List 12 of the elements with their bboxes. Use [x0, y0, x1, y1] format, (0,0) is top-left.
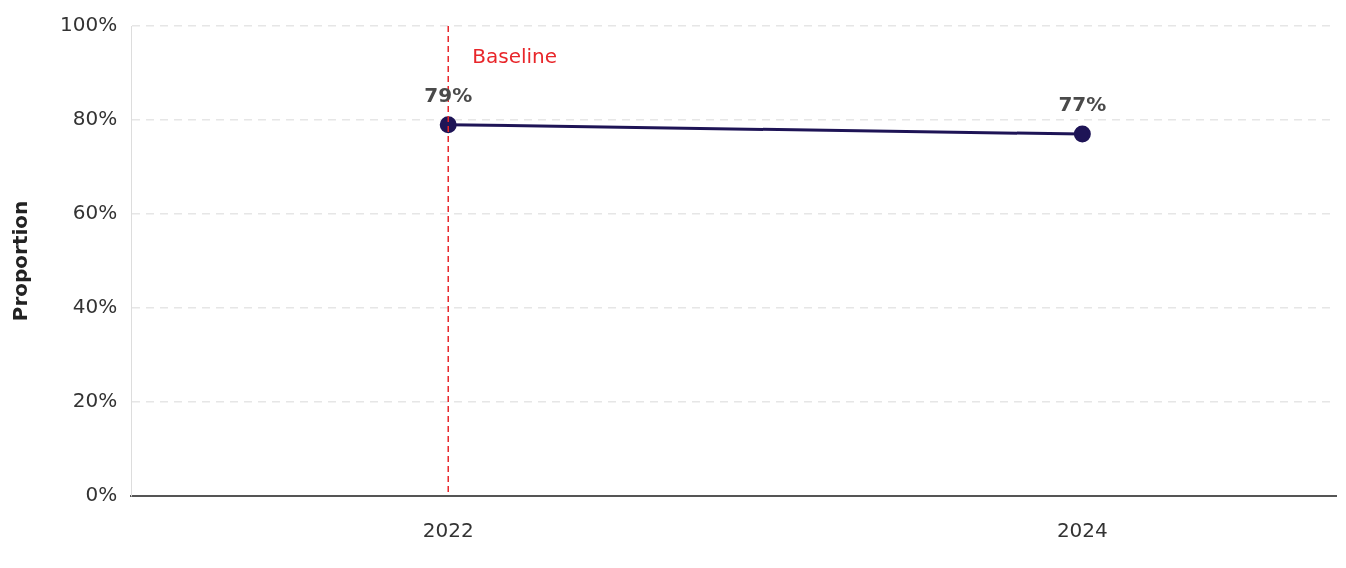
y-tick-label: 20%	[72, 388, 118, 413]
y-axis-title: Proportion	[8, 200, 33, 322]
y-tick-label: 0%	[85, 482, 118, 507]
text: 79%	[424, 82, 473, 107]
y-tick-label: 100%	[59, 12, 118, 37]
x-tick-label: 2022	[422, 518, 474, 543]
y-tick-label: 40%	[72, 294, 118, 319]
y-tick-label: 60%	[72, 200, 118, 225]
y-tick-label: 80%	[72, 106, 118, 131]
ref-line-label: Baseline	[472, 44, 558, 69]
x-tick-label: 2024	[1056, 518, 1108, 543]
text: 77%	[1058, 92, 1107, 117]
